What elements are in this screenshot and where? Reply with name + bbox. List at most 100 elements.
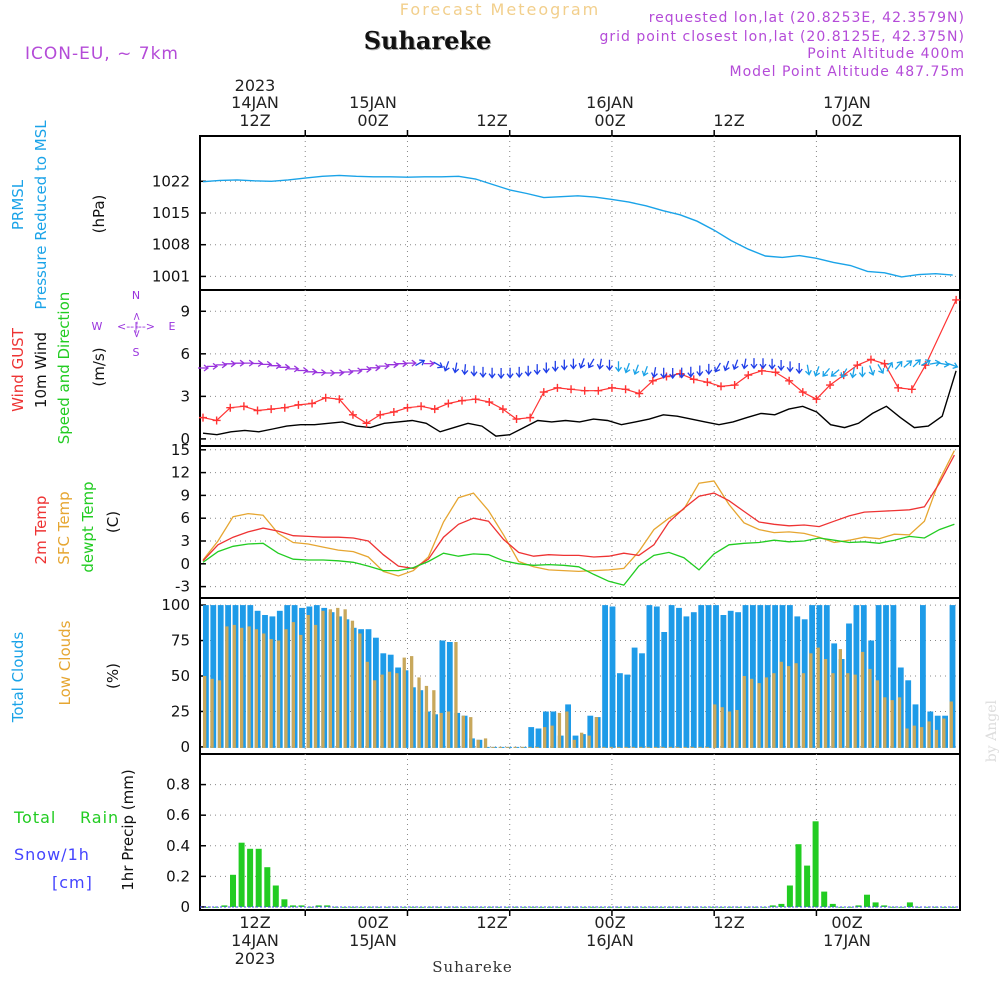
gust-marker [348, 410, 357, 419]
rain-bar [829, 903, 836, 907]
low-clouds-bar [735, 710, 739, 748]
total-clouds-bar [905, 680, 912, 748]
wind-direction-arrow [198, 364, 210, 372]
low-clouds-bar [262, 633, 266, 748]
top-date-label: 17JAN [823, 93, 871, 112]
gust-marker [430, 405, 439, 414]
gust-marker [308, 399, 317, 408]
clouds-ytick-label: 0 [180, 738, 190, 756]
low-clouds-bar [639, 746, 643, 748]
gust-marker [226, 403, 235, 412]
compass-horizontal-arrow: <--|--> [117, 320, 155, 333]
low-clouds-bar [653, 746, 658, 748]
wind-direction-arrow [225, 360, 237, 368]
gust-marker [798, 388, 807, 397]
low-clouds-bar [609, 746, 613, 748]
low-clouds-bar [506, 746, 510, 748]
wind-direction-arrow [877, 364, 885, 374]
low-clouds-bar [897, 697, 902, 748]
gust-marker [335, 395, 344, 404]
wind-direction-arrow [479, 366, 487, 378]
wind-direction-arrow [578, 358, 586, 369]
wind-direction-arrow [938, 360, 950, 368]
temp-ytick-label: 9 [180, 486, 190, 504]
clouds-ytick-label: 25 [171, 702, 190, 720]
total-clouds-bar [875, 605, 882, 748]
gust-marker [267, 405, 276, 414]
rain-bar [684, 906, 691, 908]
total-clouds-bar [890, 605, 897, 748]
total-clouds-bar [668, 605, 675, 748]
low-clouds-bar [683, 746, 687, 748]
gust-marker [952, 295, 961, 304]
low-clouds-bar [764, 677, 769, 748]
wind-direction-arrow [614, 361, 623, 373]
low-clouds-bar [624, 746, 628, 748]
low-clouds-bar [750, 678, 754, 748]
low-clouds-bar [690, 746, 695, 748]
total-clouds-bar [210, 605, 217, 748]
precip-panel-frame [199, 753, 961, 911]
low-clouds-bar [313, 624, 318, 748]
low-clouds-bar [299, 634, 303, 748]
wind-direction-arrow [868, 365, 876, 376]
gust-marker [757, 366, 766, 375]
rain-bar [692, 906, 699, 908]
rain-bar [290, 905, 296, 907]
rain-bar [778, 903, 785, 907]
snow-label: Snow/1h [14, 845, 90, 864]
bottom-hour-label: 00Z [594, 913, 626, 932]
wind-direction-arrow [894, 360, 903, 370]
gust-marker [212, 416, 221, 425]
temp-ytick-label: 0 [180, 555, 190, 573]
low-clouds-bar [920, 727, 924, 748]
low-clouds-bar [483, 738, 488, 748]
rain-bar [247, 848, 254, 907]
wind-direction-arrow [288, 365, 300, 373]
total-clouds-bar [883, 605, 889, 748]
bottom-hour-label: 12Z [713, 913, 745, 932]
wind-direction-arrow [342, 368, 354, 376]
gust-marker [635, 389, 644, 398]
gust-marker [485, 398, 494, 407]
wind-direction-arrow [470, 365, 478, 377]
wind-direction-arrow [687, 366, 695, 378]
wind-direction-arrow [433, 361, 444, 369]
low-clouds-bar [543, 727, 547, 748]
wind-direction-arrow [605, 359, 614, 371]
low-clouds-bar [927, 721, 931, 748]
rain-bar [872, 902, 879, 907]
gust-marker [280, 403, 289, 412]
wind-direction-arrow [515, 366, 523, 378]
wind-direction-arrow [351, 367, 363, 375]
low-clouds-bar [816, 647, 820, 748]
low-clouds-bar [779, 661, 783, 748]
low-clouds-bar [217, 680, 222, 748]
low-clouds-bar [535, 746, 539, 748]
total-clouds-bar [705, 605, 712, 748]
gust-marker [771, 368, 780, 377]
wind-direction-arrow [759, 358, 767, 370]
total-clouds-bar [713, 605, 719, 748]
wind-direction-arrow [947, 362, 959, 369]
bottom-date-label: 14JAN [231, 931, 279, 950]
rain-bar [564, 906, 571, 908]
wind-direction-arrow [297, 366, 309, 375]
compass-n: N [132, 289, 140, 302]
gust-marker [403, 403, 412, 412]
wind-direction-arrow [822, 367, 831, 377]
low-clouds-bar [373, 680, 377, 748]
wind-direction-arrow [650, 367, 658, 379]
top-hour-label: 00Z [831, 111, 863, 130]
rain-bar [932, 906, 939, 908]
gust-marker [621, 385, 630, 394]
rain-bar [298, 905, 305, 907]
wind-ytick-label: 9 [180, 302, 190, 320]
wind-direction-arrow [714, 362, 721, 373]
gust-marker [907, 385, 916, 394]
total-label: Total [14, 808, 57, 827]
station-name: Suhareke [363, 26, 492, 55]
wind-direction-arrow [705, 363, 713, 375]
total-clouds-bar [653, 606, 660, 748]
precip-ytick-label: 0 [180, 898, 190, 916]
